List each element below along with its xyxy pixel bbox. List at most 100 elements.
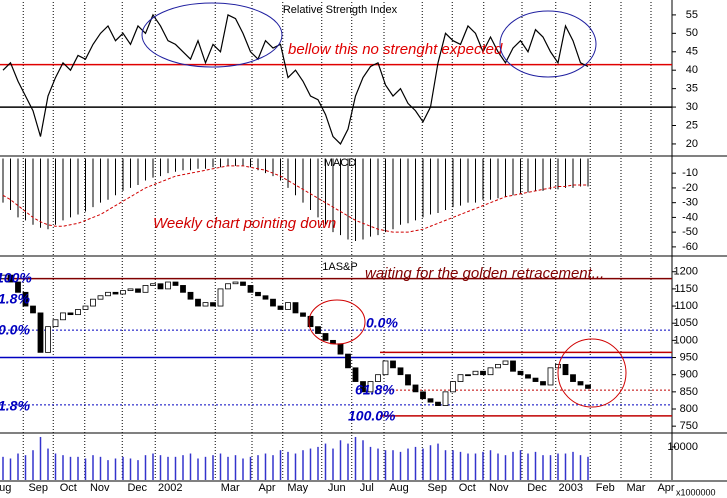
candle: [150, 283, 156, 286]
candle: [82, 305, 89, 310]
x-tick-label: Mar: [627, 482, 646, 494]
y-tick-label: 900: [680, 369, 698, 381]
y-tick-label: 40: [686, 64, 698, 76]
candle: [435, 401, 441, 406]
candle: [45, 326, 51, 353]
candle: [412, 384, 419, 393]
annotation: 100.0%: [348, 408, 396, 424]
y-tick-label: 35: [686, 83, 698, 95]
candle: [52, 319, 59, 328]
y-tick-label: 1200: [674, 266, 698, 278]
annotation: 1.8%: [0, 291, 30, 307]
candle: [127, 288, 134, 292]
candle: [585, 384, 591, 389]
candle: [165, 281, 171, 290]
candle: [300, 312, 306, 317]
x-tick-label: Nov: [489, 482, 509, 494]
candle: [397, 367, 404, 376]
x-tick-label: Apr: [657, 482, 674, 494]
y-tick-label: 10000: [667, 441, 698, 453]
x-tick-label: Sep: [28, 482, 48, 494]
x-tick-label: Dec: [127, 482, 147, 494]
candle: [180, 285, 186, 293]
candle: [262, 295, 269, 300]
candle: [322, 333, 329, 341]
x-tick-label: 2002: [158, 482, 182, 494]
candle: [367, 381, 374, 393]
candle: [352, 367, 359, 382]
candle: [577, 381, 584, 386]
candle: [337, 343, 344, 355]
y-tick-label: -20: [682, 182, 698, 194]
candle: [525, 374, 531, 379]
candle: [345, 353, 351, 369]
candle: [240, 281, 246, 286]
x-tick-label: Apr: [258, 482, 275, 494]
y-tick-label: 20: [686, 138, 698, 150]
panel-title: Relative Strength Index: [283, 4, 398, 16]
unit-label: x1000000: [676, 487, 716, 497]
candle: [67, 312, 74, 316]
highlight-ellipse: [308, 299, 366, 345]
annotation: Weekly chart pointing down: [153, 215, 336, 232]
candle: [7, 274, 14, 283]
candle: [105, 291, 111, 297]
y-tick-label: -60: [682, 241, 698, 253]
candle: [570, 374, 576, 382]
annotation: 1.8%: [0, 398, 30, 414]
x-tick-label: Oct: [459, 482, 476, 494]
candle: [142, 285, 149, 293]
x-tick-label: Feb: [596, 482, 615, 494]
highlight-ellipse: [141, 2, 283, 68]
highlight-ellipse: [499, 10, 597, 78]
candle: [30, 305, 36, 314]
y-tick-label: 1100: [674, 300, 698, 312]
candle: [202, 302, 209, 307]
annotation: waiting for the golden retracement...: [365, 265, 604, 282]
candle: [37, 312, 44, 353]
candle: [390, 360, 396, 369]
candle: [517, 370, 524, 376]
signal-line: [2, 165, 588, 233]
x-tick-label: Jun: [328, 482, 346, 494]
candle: [420, 391, 426, 400]
candle: [457, 374, 464, 382]
candle: [495, 363, 501, 369]
candle: [75, 309, 81, 316]
candle: [315, 326, 321, 334]
candle: [510, 360, 516, 372]
annotation: 61.8%: [355, 382, 395, 398]
candle: [532, 377, 539, 382]
y-tick-label: -50: [682, 226, 698, 238]
y-tick-label: 750: [680, 420, 698, 432]
candle: [427, 398, 434, 403]
candle: [472, 370, 479, 376]
candle: [232, 281, 239, 285]
y-tick-label: 55: [686, 9, 698, 21]
y-tick-label: 25: [686, 119, 698, 131]
candle: [120, 290, 126, 295]
candle: [172, 281, 179, 286]
candle: [360, 381, 366, 393]
rsi-line: [2, 13, 589, 145]
annotation: 0.0%: [366, 315, 398, 331]
candle: [97, 295, 104, 300]
candle: [450, 381, 456, 393]
candle: [0, 274, 6, 279]
candle: [375, 374, 381, 382]
candle: [547, 367, 554, 386]
y-tick-label: 1150: [674, 283, 698, 295]
y-tick-label: 45: [686, 46, 698, 58]
x-tick-label: ug: [0, 482, 11, 494]
candle: [562, 363, 569, 376]
annotation: bellow this no strenght expected: [288, 41, 503, 58]
y-tick-label: 800: [680, 403, 698, 415]
candle: [277, 305, 284, 310]
x-tick-label: Mar: [221, 482, 240, 494]
y-tick-label: -10: [682, 167, 698, 179]
candle: [225, 283, 231, 290]
x-tick-label: Oct: [60, 482, 77, 494]
candle: [217, 288, 224, 307]
y-tick-label: 950: [680, 351, 698, 363]
